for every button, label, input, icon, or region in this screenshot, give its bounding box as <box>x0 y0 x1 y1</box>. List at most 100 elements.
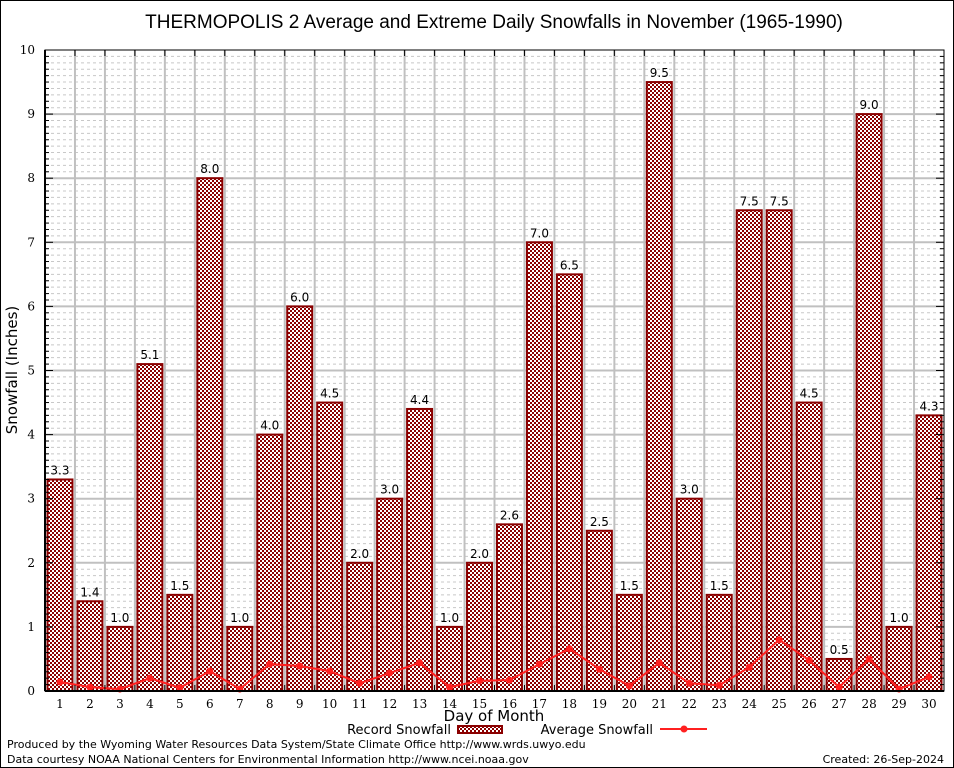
x-tick-label: 1 <box>56 697 64 711</box>
average-point-day-26 <box>805 656 813 664</box>
bar-day-1 <box>46 478 74 692</box>
bar-day-8 <box>256 433 284 692</box>
average-point-day-24 <box>745 663 753 671</box>
x-tick-label: 3 <box>116 697 124 711</box>
bar-day-7 <box>226 625 254 693</box>
bar-day-4 <box>136 363 164 692</box>
bar-label-day-5: 1.5 <box>170 579 189 593</box>
x-tick-label: 12 <box>382 697 397 711</box>
x-axis-title: Day of Month <box>444 707 545 725</box>
bar-label-day-25: 7.5 <box>770 194 789 208</box>
x-tick-label: 21 <box>652 697 667 711</box>
x-tick-label: 26 <box>802 697 817 711</box>
legend-marker-average <box>680 725 688 733</box>
average-point-day-17 <box>535 660 543 668</box>
average-point-day-30 <box>925 673 933 681</box>
bar-label-day-8: 4.0 <box>260 419 279 433</box>
x-tick-label: 19 <box>592 697 607 711</box>
footer-producer: Produced by the Wyoming Water Resources … <box>7 738 586 751</box>
x-tick-label: 22 <box>682 697 697 711</box>
bar-label-day-14: 1.0 <box>440 611 459 625</box>
x-tick-label: 6 <box>206 697 214 711</box>
bar-day-21 <box>645 81 673 693</box>
x-tick-label: 2 <box>86 697 94 711</box>
average-point-day-2 <box>86 683 94 691</box>
bar-label-day-22: 3.0 <box>680 483 699 497</box>
bar-label-day-24: 7.5 <box>740 194 759 208</box>
bar-label-day-21: 9.5 <box>650 66 669 80</box>
y-tick-label: 10 <box>20 43 35 57</box>
average-point-day-15 <box>476 677 484 685</box>
y-tick-label: 2 <box>27 556 35 570</box>
bar-label-day-28: 9.0 <box>860 98 879 112</box>
bar-day-30 <box>915 414 943 692</box>
bar-day-15 <box>466 561 493 692</box>
average-point-day-8 <box>266 660 274 668</box>
bar-label-day-30: 4.3 <box>919 399 938 413</box>
bar-label-day-13: 4.4 <box>410 393 429 407</box>
bar-label-day-15: 2.0 <box>470 547 489 561</box>
bar-day-20 <box>615 593 643 692</box>
average-point-day-20 <box>625 682 633 690</box>
chart-title: THERMOPOLIS 2 Average and Extreme Daily … <box>145 12 843 33</box>
grid <box>45 50 944 691</box>
x-tick-label: 17 <box>532 697 547 711</box>
x-tick-label: 11 <box>352 697 367 711</box>
average-point-day-18 <box>565 645 573 653</box>
legend-label-record: Record Snowfall <box>347 723 451 738</box>
average-point-day-9 <box>296 662 304 670</box>
bar-label-day-19: 2.5 <box>590 515 609 529</box>
average-point-day-10 <box>326 667 334 675</box>
bar-day-24 <box>735 209 763 692</box>
bar-label-day-9: 6.0 <box>290 290 309 304</box>
bar-label-day-3: 1.0 <box>110 611 129 625</box>
x-tick-label: 20 <box>622 697 637 711</box>
axes <box>44 49 945 692</box>
bar-day-22 <box>675 497 703 693</box>
bar-day-3 <box>106 625 134 693</box>
bar-label-day-2: 1.4 <box>80 585 99 599</box>
bar-label-day-12: 3.0 <box>380 483 399 497</box>
bar-label-day-4: 5.1 <box>140 348 159 362</box>
bar-day-23 <box>705 593 733 692</box>
average-point-day-13 <box>416 659 424 667</box>
bar-day-12 <box>376 497 404 693</box>
footer-data-source: Data courtesy NOAA National Centers for … <box>7 753 529 766</box>
bar-day-13 <box>406 407 434 692</box>
bar-day-2 <box>76 600 104 693</box>
average-point-day-4 <box>146 674 154 682</box>
average-point-day-5 <box>176 684 184 692</box>
bar-label-day-6: 8.0 <box>200 162 219 176</box>
bar-day-9 <box>286 305 314 692</box>
x-tick-label: 18 <box>562 697 577 711</box>
average-point-day-1 <box>56 678 64 686</box>
bar-label-day-17: 7.0 <box>530 226 549 240</box>
y-tick-label: 6 <box>27 299 35 313</box>
average-point-day-19 <box>595 665 603 673</box>
average-point-day-28 <box>865 655 873 663</box>
x-tick-label: 10 <box>322 697 337 711</box>
legend: Record Snowfall Average Snowfall <box>347 723 707 738</box>
legend-swatch-record <box>457 725 503 734</box>
x-tick-label: 9 <box>296 697 304 711</box>
bar-day-25 <box>765 209 793 692</box>
x-tick-label: 24 <box>742 697 758 711</box>
bar-day-6 <box>196 177 224 692</box>
average-line <box>56 636 933 693</box>
bar-day-28 <box>855 113 883 693</box>
bar-label-day-16: 2.6 <box>500 508 519 522</box>
bar-label-day-29: 1.0 <box>890 611 909 625</box>
y-tick-label: 9 <box>27 107 35 121</box>
y-tick-label: 7 <box>27 235 35 249</box>
bar-day-11 <box>346 561 374 692</box>
average-point-day-6 <box>206 667 214 675</box>
x-tick-labels: 1 2 3 4 5 6 7 8 9 10 11 12 13 14 15 16 17 18 19 20 21 22 23 24 2… <box>56 697 936 711</box>
footer-created: Created: 26-Sep-2024 <box>823 753 944 766</box>
bar-label-day-20: 1.5 <box>620 579 639 593</box>
y-tick-label: 3 <box>27 492 35 506</box>
average-point-day-21 <box>655 659 663 667</box>
y-tick-label: 4 <box>27 428 35 442</box>
bar-day-16 <box>496 523 523 693</box>
x-tick-label: 25 <box>772 697 787 711</box>
average-point-day-22 <box>685 679 693 687</box>
